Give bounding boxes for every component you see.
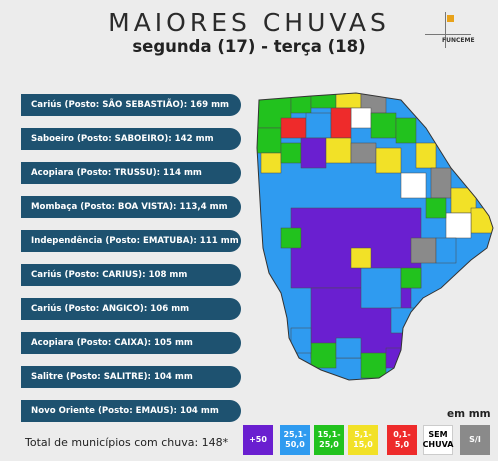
record-item: Cariús (Posto: SÃO SEBASTIÃO): 169 mm bbox=[21, 94, 241, 116]
legend-unit: em mm bbox=[447, 408, 491, 420]
record-item: Salitre (Posto: SALITRE): 104 mm bbox=[21, 366, 241, 388]
total-municipalities-text: Total de municípios com chuva: 148* bbox=[25, 436, 229, 449]
funceme-logo: FUNCEME bbox=[425, 12, 475, 48]
record-item: Acopiara (Posto: CAIXA): 105 mm bbox=[21, 332, 241, 354]
page-title: MAIORES CHUVAS bbox=[108, 8, 390, 37]
record-item: Cariús (Posto: ANGICO): 106 mm bbox=[21, 298, 241, 320]
logo-text: FUNCEME bbox=[442, 37, 475, 44]
record-item: Novo Oriente (Posto: EMAUS): 104 mm bbox=[21, 400, 241, 422]
ceara-rainfall-map bbox=[256, 92, 494, 381]
record-item: Independência (Posto: EMATUBA): 111 mm bbox=[21, 230, 241, 252]
legend-item: +50 bbox=[243, 425, 273, 455]
record-item: Saboeiro (Posto: SABOEIRO): 142 mm bbox=[21, 128, 241, 150]
legend-item: 15,1-25,0 bbox=[314, 425, 344, 455]
record-item: Cariús (Posto: CARIUS): 108 mm bbox=[21, 264, 241, 286]
legend-item: 5,1-15,0 bbox=[348, 425, 378, 455]
legend-item: S/I bbox=[460, 425, 490, 455]
page-subtitle: segunda (17) - terça (18) bbox=[132, 37, 366, 56]
record-item: Acopiara (Posto: TRUSSU): 114 mm bbox=[21, 162, 241, 184]
legend-item: 0,1-5,0 bbox=[387, 425, 417, 455]
legend-item: SEM CHUVA bbox=[423, 425, 453, 455]
legend-item: 25,1-50,0 bbox=[280, 425, 310, 455]
record-item: Mombaça (Posto: BOA VISTA): 113,4 mm bbox=[21, 196, 241, 218]
